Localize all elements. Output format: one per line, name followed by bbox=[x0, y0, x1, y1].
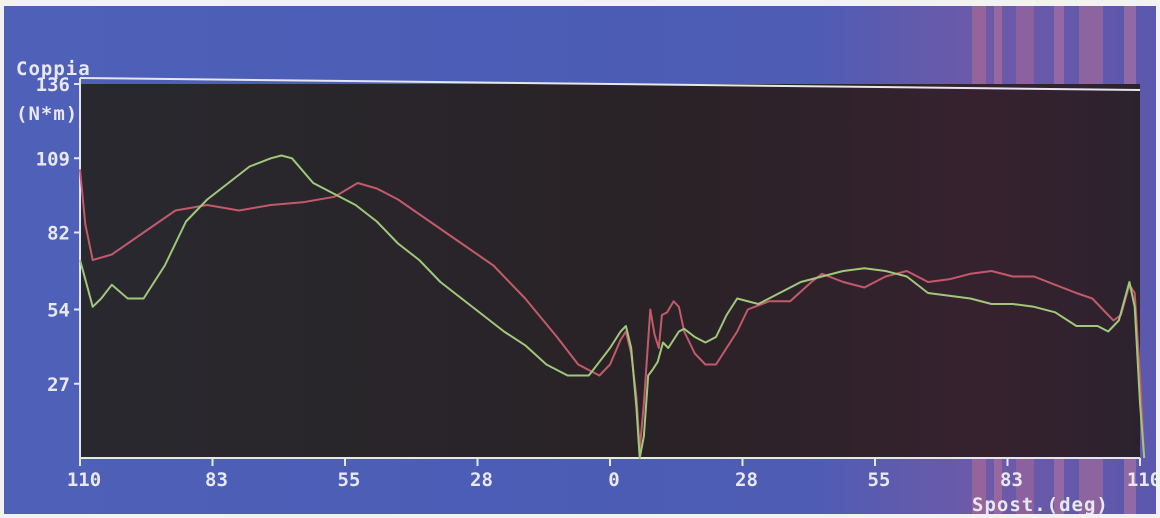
torque-chart: 136 109 82 54 27 110 83 55 28 0 28 55 83 110 bbox=[36, 74, 1156, 491]
y-tick-label: 82 bbox=[47, 223, 70, 245]
y-tick-label: 109 bbox=[36, 148, 70, 170]
y-tick-label: 54 bbox=[47, 300, 70, 322]
y-axis-title: Coppia (N*m) bbox=[16, 32, 91, 152]
x-axis-label: Spost.(deg) bbox=[972, 494, 1109, 514]
x-tick-label: 83 bbox=[205, 469, 228, 491]
series-line-2 bbox=[79, 154, 1146, 459]
y-tick-label: 27 bbox=[47, 374, 70, 396]
plot-top-border bbox=[79, 77, 1141, 91]
y-axis-label: Coppia bbox=[16, 58, 91, 80]
x-tick-label: 28 bbox=[470, 469, 493, 491]
x-tick-label: 83 bbox=[1000, 469, 1023, 491]
x-tick-label: 28 bbox=[735, 469, 758, 491]
series-line-1 bbox=[79, 169, 1146, 459]
x-tick-label: 110 bbox=[67, 469, 101, 491]
x-tick-label: 55 bbox=[338, 469, 361, 491]
oscilloscope-screen: Coppia (N*m) 136 109 82 54 27 110 83 55 28 0 28 55 8… bbox=[4, 6, 1156, 514]
x-tick-label: 110 bbox=[1127, 469, 1156, 491]
y-axis-unit: (N*m) bbox=[16, 103, 79, 125]
x-tick-label: 0 bbox=[608, 469, 619, 491]
y-tick-label: 136 bbox=[36, 74, 70, 96]
plot-sheen bbox=[80, 84, 1140, 458]
x-tick-label: 55 bbox=[868, 469, 891, 491]
